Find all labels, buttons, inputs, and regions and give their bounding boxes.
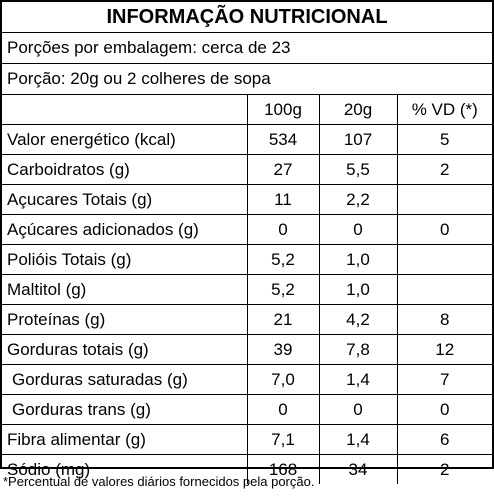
value-per-serving: 2,2 [318,184,398,215]
servings-per-package: Porções por embalagem: cerca de 23 [2,33,492,64]
value-per-serving: 0 [318,214,398,245]
table-row: Maltitol (g) 5,2 1,0 [2,274,492,305]
table-row: Gorduras totais (g) 39 7,8 12 [2,334,492,365]
value-per-100g: 168 [246,454,320,484]
nutrient-name: Gorduras trans (g) [2,394,248,425]
serving-size: Porção: 20g ou 2 colheres de sopa [2,64,492,95]
value-per-100g: 534 [246,124,320,155]
value-per-serving: 34 [318,454,398,484]
footnote: *Percentual de valores diários fornecido… [3,474,315,489]
value-per-100g: 0 [246,214,320,245]
value-per-serving: 7,8 [318,334,398,365]
value-per-100g: 7,0 [246,364,320,395]
daily-value-percent: 6 [396,424,492,455]
daily-value-percent: 12 [396,334,492,365]
value-per-100g: 27 [246,154,320,185]
value-per-100g: 7,1 [246,424,320,455]
daily-value-percent [396,274,492,305]
value-per-serving: 1,0 [318,244,398,275]
table-row: Polióis Totais (g) 5,2 1,0 [2,244,492,275]
value-per-serving: 1,4 [318,424,398,455]
nutrient-name: Polióis Totais (g) [2,244,248,275]
value-per-serving: 4,2 [318,304,398,335]
value-per-serving: 1,0 [318,274,398,305]
value-per-serving: 1,4 [318,364,398,395]
nutrition-table: 100g 20g % VD (*) Valor energético (kcal… [2,95,492,484]
label-title: INFORMAÇÃO NUTRICIONAL [2,2,492,33]
table-row: Gorduras saturadas (g) 7,0 1,4 7 [2,364,492,395]
table-row: Carboidratos (g) 27 5,5 2 [2,154,492,185]
header-daily-value: % VD (*) [396,95,492,125]
nutrient-name: Fibra alimentar (g) [2,424,248,455]
value-per-100g: 21 [246,304,320,335]
nutrient-name: Valor energético (kcal) [2,124,248,155]
header-per-100g: 100g [246,95,320,125]
value-per-100g: 0 [246,394,320,425]
table-row: Fibra alimentar (g) 7,1 1,4 6 [2,424,492,455]
nutrition-facts-label: INFORMAÇÃO NUTRICIONAL Porções por embal… [0,0,494,484]
daily-value-percent: 5 [396,124,492,155]
value-per-100g: 11 [246,184,320,215]
value-per-100g: 5,2 [246,244,320,275]
table-header-row: 100g 20g % VD (*) [2,95,492,125]
table-row: Gorduras trans (g) 0 0 0 [2,394,492,425]
daily-value-percent: 8 [396,304,492,335]
table-row: Açucares Totais (g) 11 2,2 [2,184,492,215]
nutrient-name: Gorduras totais (g) [2,334,248,365]
value-per-100g: 39 [246,334,320,365]
nutrient-name: Maltitol (g) [2,274,248,305]
value-per-serving: 107 [318,124,398,155]
nutrient-name: Gorduras saturadas (g) [2,364,248,395]
nutrient-name: Carboidratos (g) [2,154,248,185]
nutrient-name: Proteínas (g) [2,304,248,335]
value-per-100g: 5,2 [246,274,320,305]
daily-value-percent: 0 [396,214,492,245]
nutrient-name: Sódio (mg) [2,454,248,484]
nutrient-name: Açucares Totais (g) [2,184,248,215]
value-per-serving: 0 [318,394,398,425]
daily-value-percent [396,184,492,215]
daily-value-percent: 7 [396,364,492,395]
daily-value-percent [396,244,492,275]
table-row: Valor energético (kcal) 534 107 5 [2,124,492,155]
header-blank [2,95,248,125]
value-per-serving: 5,5 [318,154,398,185]
table-row: Açúcares adicionados (g) 0 0 0 [2,214,492,245]
daily-value-percent: 0 [396,394,492,425]
table-row: Proteínas (g) 21 4,2 8 [2,304,492,335]
daily-value-percent: 2 [396,154,492,185]
header-per-serving: 20g [318,95,398,125]
daily-value-percent: 2 [396,454,492,484]
nutrition-rows: Valor energético (kcal) 534 107 5 Carboidrat… [2,124,492,484]
table-row: Sódio (mg) 168 34 2 [2,454,492,484]
nutrient-name: Açúcares adicionados (g) [2,214,248,245]
